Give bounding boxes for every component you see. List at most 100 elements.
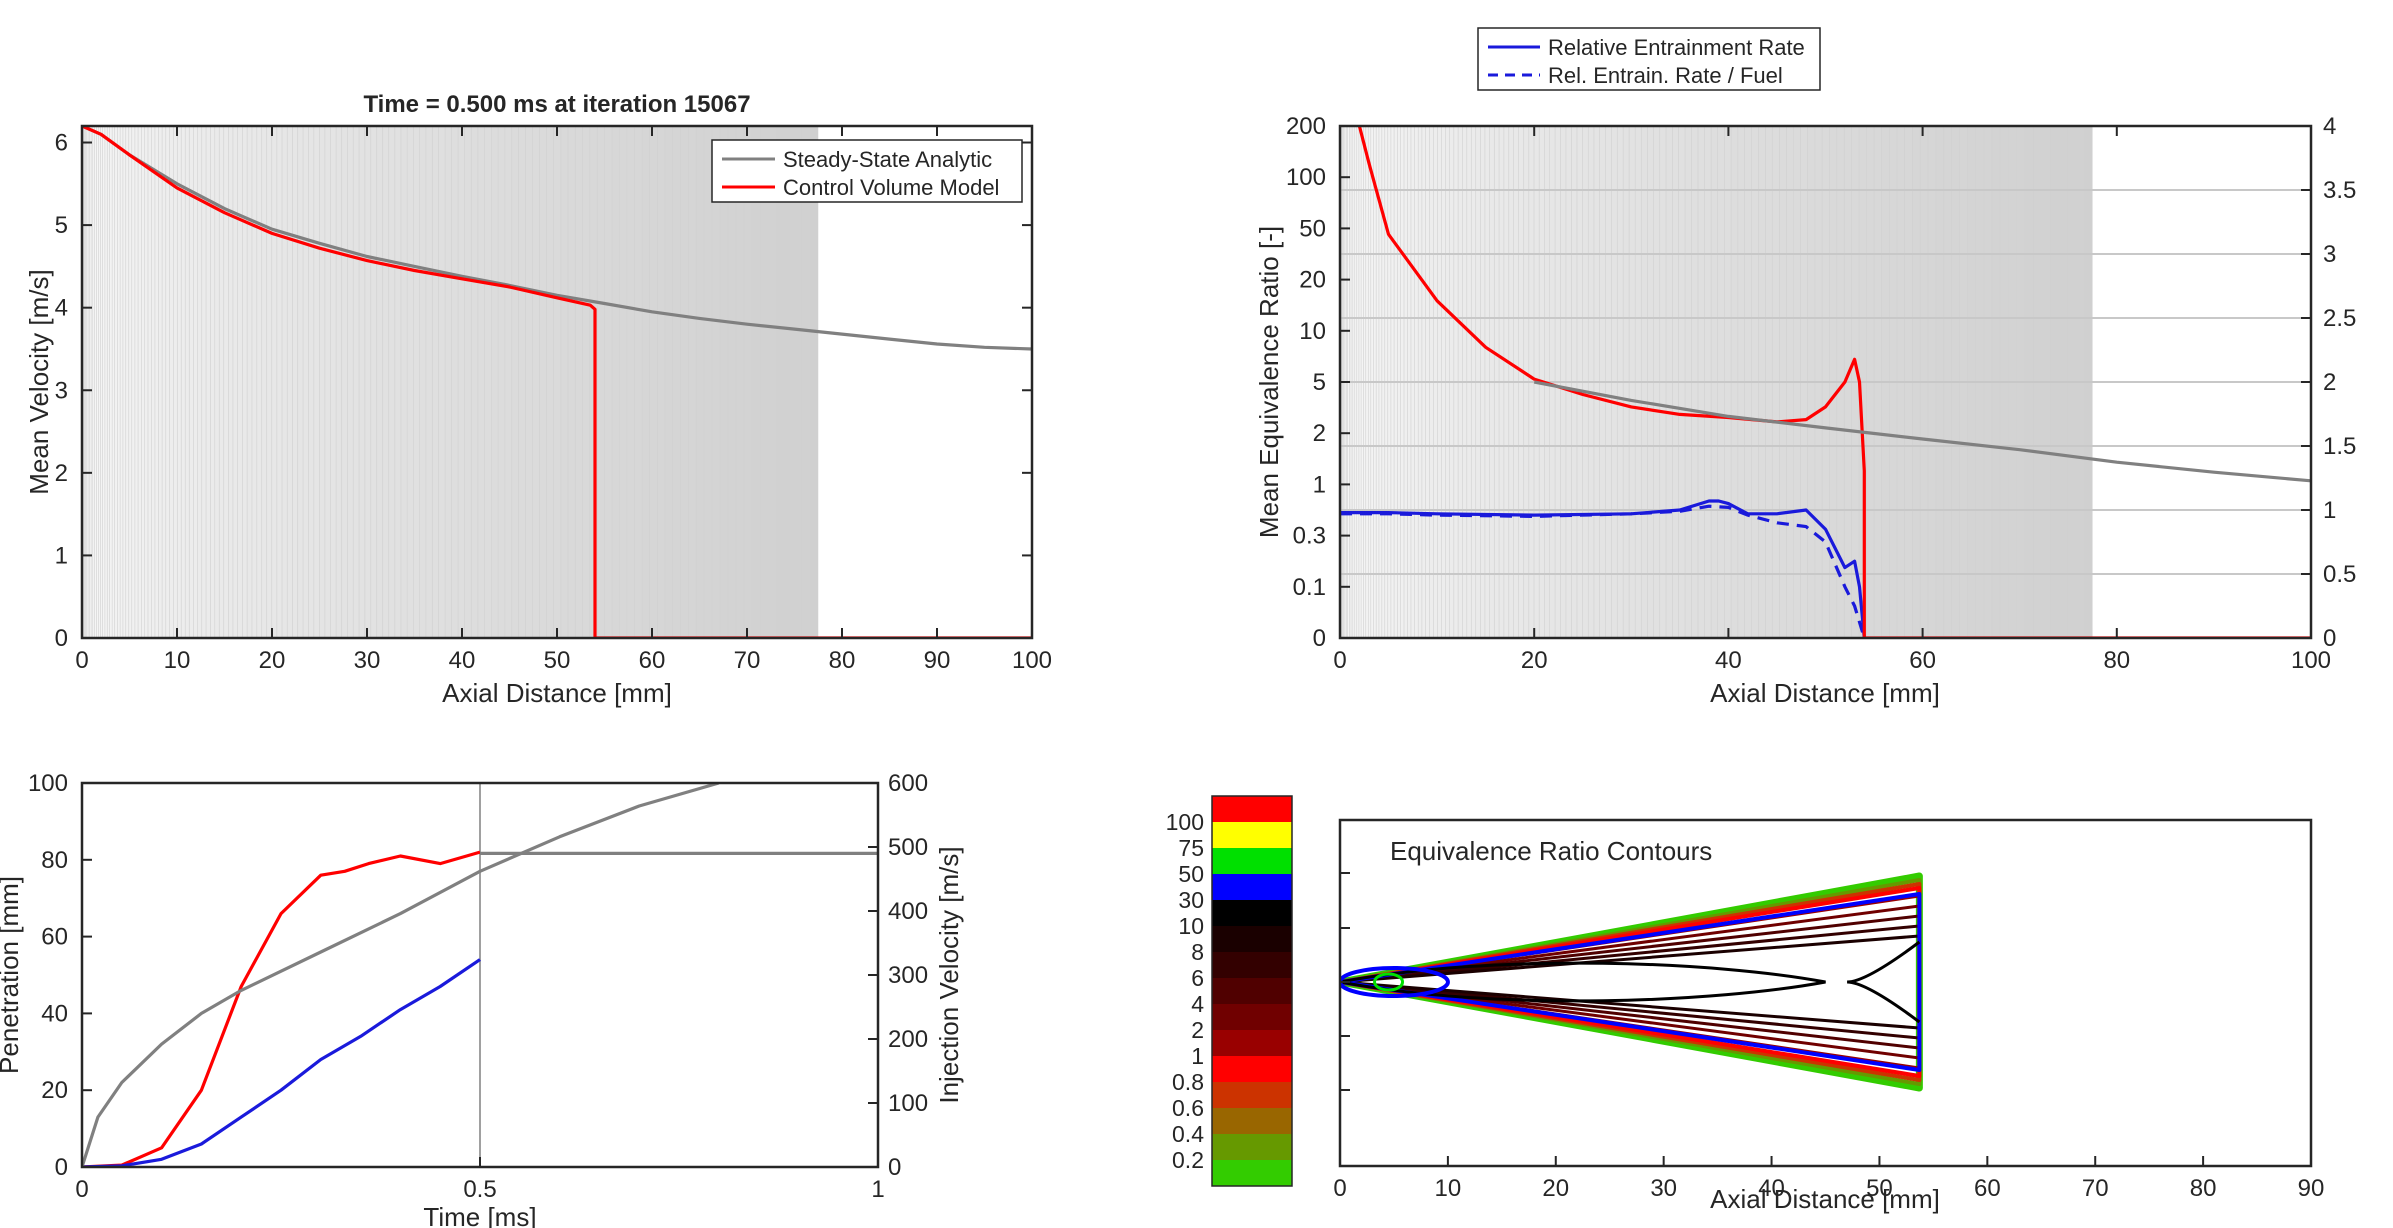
equivalence-ytick-left: 0.1: [1293, 574, 1326, 601]
legend-steady-state: Steady-State Analytic: [783, 147, 992, 172]
equivalence-ytick-right: 0.5: [2323, 561, 2356, 588]
colorbar-label: 0.6: [1172, 1095, 1204, 1121]
equivalence-ytick-left: 10: [1299, 318, 1326, 345]
velocity-ytick: 2: [55, 460, 68, 487]
equivalence-ytick-right: 2.5: [2323, 305, 2356, 332]
colorbar-label: 10: [1178, 913, 1204, 939]
penetration-ytick: 60: [41, 924, 68, 951]
velocity-ytick: 0: [55, 625, 68, 652]
velocity-panel: 0 10 20 30 40 50 60 70 80 90 100 0 1 2 3 4 5 6 Time = 0.5…: [24, 91, 1052, 708]
penetration-xlabel: Time [ms]: [423, 1202, 536, 1228]
penetration-ytick: 100: [28, 770, 68, 797]
velocity-xtick: 100: [1012, 647, 1052, 674]
colorbar-label: 8: [1191, 939, 1204, 965]
velocity-ylabel: Mean Velocity [m/s]: [24, 269, 54, 494]
contour-tip: [1846, 940, 1921, 1024]
contour-xlabel: Axial Distance [mm]: [1710, 1184, 1940, 1214]
contour-axes-box: [1338, 818, 2313, 1168]
equivalence-ytick-left: 100: [1286, 164, 1326, 191]
colorbar-label: 2: [1191, 1017, 1204, 1043]
penetration-xtick: 0.5: [463, 1176, 496, 1203]
equivalence-ytick-left: 5: [1313, 369, 1326, 396]
velocity-ytick: 1: [55, 542, 68, 569]
velocity-xtick: 70: [734, 647, 761, 674]
injection-velocity-ytick: 400: [888, 898, 928, 925]
equivalence-xtick: 40: [1715, 647, 1742, 674]
equivalence-legend: Relative Entrainment Rate Rel. Entrain. …: [1477, 27, 1821, 91]
velocity-xlabel: Axial Distance [mm]: [442, 678, 672, 708]
penetration-ylabel: Penetration [mm]: [0, 876, 24, 1074]
contour-xtick: 70: [2082, 1175, 2109, 1202]
contour-ring: [1340, 882, 1922, 1082]
equivalence-xlabel: Axial Distance [mm]: [1710, 678, 1940, 708]
velocity-title: Time = 0.500 ms at iteration 15067: [363, 91, 750, 118]
contour-lines: [1340, 872, 1923, 1092]
equivalence-ytick-right: 1.5: [2323, 433, 2356, 460]
velocity-grid-shading: [82, 126, 819, 638]
colorbar-label: 0.4: [1172, 1121, 1204, 1147]
contour-xtick: 90: [2298, 1175, 2325, 1202]
contour-ring: [1340, 894, 1921, 1070]
equivalence-ytick-left: 50: [1299, 215, 1326, 242]
velocity-ytick: 3: [55, 377, 68, 404]
equivalence-ytick-right: 0: [2323, 625, 2336, 652]
colorbar-label: 6: [1191, 965, 1204, 991]
contour-ring: [1340, 892, 1922, 1072]
velocity-xtick: 40: [449, 647, 476, 674]
contour-xtick: 80: [2190, 1175, 2217, 1202]
contour-xtick: 0: [1333, 1175, 1346, 1202]
velocity-series-0: [82, 126, 1032, 351]
colorbar-swatch: [1212, 1160, 1292, 1186]
penetration-ytick: 80: [41, 847, 68, 874]
injection-velocity-ytick: 100: [888, 1090, 928, 1117]
colorbar-swatch: [1212, 1134, 1292, 1160]
velocity-series-1: [82, 126, 1032, 638]
velocity-ytick: 4: [55, 295, 68, 322]
velocity-ytick: 6: [55, 130, 68, 157]
equivalence-xtick: 60: [1909, 647, 1936, 674]
penetration-series-0: [82, 850, 481, 1167]
velocity-xtick: 80: [829, 647, 856, 674]
colorbar-label: 75: [1178, 835, 1204, 861]
contour-xtick: 60: [1974, 1175, 2001, 1202]
injection-velocity-ytick: 0: [888, 1154, 901, 1181]
contour-ring: [1340, 878, 1922, 1086]
colorbar-swatch: [1212, 822, 1292, 848]
injection-velocity-ylabel: Injection Velocity [m/s]: [934, 846, 964, 1103]
colorbar-swatch: [1212, 874, 1292, 900]
equivalence-series-1: [1340, 504, 1866, 638]
colorbar-swatch: [1212, 1030, 1292, 1056]
velocity-ytick: 5: [55, 212, 68, 239]
penetration-xtick: 0: [75, 1176, 88, 1203]
colorbar-swatch: [1212, 1108, 1292, 1134]
colorbar-label: 1: [1191, 1043, 1204, 1069]
equivalence-ytick-left: 200: [1286, 113, 1326, 140]
injection-velocity-ytick: 200: [888, 1026, 928, 1053]
velocity-xtick: 10: [164, 647, 191, 674]
velocity-xtick: 50: [544, 647, 571, 674]
colorbar-label: 0.8: [1172, 1069, 1204, 1095]
penetration-series-1: [82, 958, 481, 1167]
velocity-xtick: 90: [924, 647, 951, 674]
legend-control-volume: Control Volume Model: [783, 175, 999, 200]
colorbar-label: 0.2: [1172, 1147, 1204, 1173]
equivalence-ytick-left: 0: [1313, 625, 1326, 652]
equivalence-xtick: 100: [2291, 647, 2331, 674]
contour-xtick: 40: [1758, 1175, 1785, 1202]
colorbar-label: 30: [1178, 887, 1204, 913]
velocity-xtick: 60: [639, 647, 666, 674]
colorbar-swatch: [1212, 978, 1292, 1004]
penetration-ytick: 20: [41, 1077, 68, 1104]
colorbar-swatch: [1212, 926, 1292, 952]
colorbar-swatch: [1212, 952, 1292, 978]
contour-core: [1340, 961, 1826, 1003]
contour-xtick: 20: [1542, 1175, 1569, 1202]
legend-entrainment: Relative Entrainment Rate: [1548, 35, 1805, 60]
colorbar-label: 4: [1191, 991, 1204, 1017]
equivalence-series-3: [1533, 380, 2311, 483]
equivalence-xtick: 80: [2103, 647, 2130, 674]
equivalence-ytick-left: 0.3: [1293, 523, 1326, 550]
